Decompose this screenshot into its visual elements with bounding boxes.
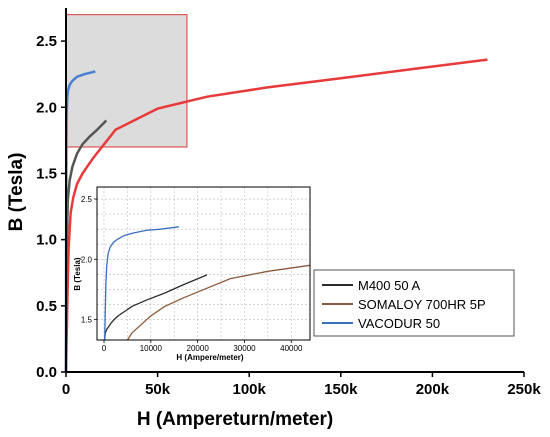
inset-chart: 0 10000 20000 30000 40000 1.5 2.0 2.5 H (Amper… (73, 186, 311, 362)
inset-y-axis-title: B (Tesla) (73, 257, 82, 291)
inset-frame (96, 186, 311, 341)
legend-item-somaloy: SOMALOY 700HR 5P (322, 297, 486, 312)
main-y-tick-label: 2.5 (36, 33, 57, 50)
legend-item-m400: M400 50 A (322, 278, 420, 293)
inset-y-tick-label: 1.5 (81, 316, 93, 325)
highlight-region (65, 14, 188, 148)
inset-grid (97, 187, 310, 340)
main-y-tick-label: 1.0 (36, 232, 57, 249)
main-y-ticks: 0.0 0.5 1.0 1.5 2.0 2.5 (36, 33, 66, 381)
main-series-line-0 (64, 58, 488, 373)
inset-series-line-1 (126, 264, 311, 341)
main-x-ticks: 0 50k 100k 150k 200k 250k (62, 372, 541, 398)
inset-x-tick-label: 20000 (187, 344, 210, 353)
main-x-tick-label: 200k (416, 381, 450, 398)
legend-item-vacodur: VACODUR 50 (322, 316, 440, 331)
inset-series-line-0 (103, 274, 208, 341)
inset-series-group (103, 226, 311, 341)
inset-background (97, 187, 310, 340)
main-x-axis-title: H (Ampereturn/meter) (137, 409, 333, 430)
main-y-tick-label: 1.5 (36, 165, 57, 182)
legend-label: VACODUR 50 (358, 316, 440, 331)
main-y-axis-title: B (Tesla) (6, 153, 27, 232)
main-x-tick-label: 150k (324, 381, 358, 398)
main-chart: 0 50k 100k 150k 200k 250k 0.00.51.01.52.02.5 … (6, 8, 541, 430)
inset-y-tick-label: 2.0 (81, 255, 93, 264)
main-x-tick-label: 100k (233, 381, 267, 398)
main-x-tick-label: 250k (507, 381, 541, 398)
inset-series-line-2 (104, 226, 179, 341)
inset-y-tick-label: 2.5 (81, 195, 93, 204)
inset-x-axis-title: H (Ampere/meter) (176, 353, 243, 362)
main-x-tick-label: 0 (62, 381, 70, 398)
inset-x-tick-label: 40000 (280, 344, 303, 353)
legend: M400 50 A SOMALOY 700HR 5P VACODUR 50 (313, 269, 515, 337)
inset-x-tick-label: 30000 (233, 344, 256, 353)
inset-x-ticks: 0 10000 20000 30000 40000 (102, 340, 303, 353)
inset-x-tick-label: 10000 (140, 344, 163, 353)
legend-label: M400 50 A (358, 278, 420, 293)
legend-label: SOMALOY 700HR 5P (358, 297, 486, 312)
main-y-tick-label: 0.0 (36, 364, 57, 381)
main-y-tick-label: 2.0 (36, 99, 57, 116)
main-x-tick-label: 50k (145, 381, 171, 398)
main-y-tick-label: 0.5 (36, 298, 57, 315)
inset-y-ticks: 1.5 2.0 2.5 (81, 195, 97, 325)
inset-x-tick-label: 0 (102, 344, 107, 353)
